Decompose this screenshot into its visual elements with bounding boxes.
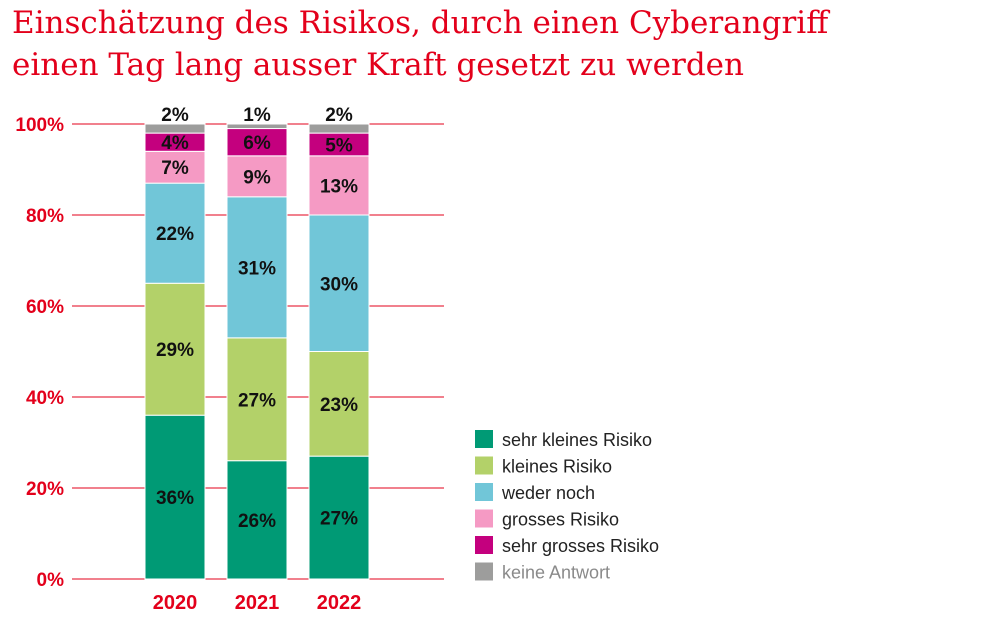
bar-segment — [308, 351, 370, 457]
data-label: 29% — [156, 340, 194, 361]
data-label: 23% — [320, 395, 358, 416]
y-tick-label: 0% — [37, 570, 65, 591]
data-label: 22% — [156, 224, 194, 245]
y-tick-label: 60% — [26, 297, 64, 318]
data-label: 26% — [238, 511, 276, 532]
legend-label: sehr kleines Risiko — [502, 430, 652, 450]
bar-segment — [144, 414, 206, 580]
bar-segment — [308, 214, 370, 352]
data-label: 13% — [320, 176, 358, 197]
data-label: 9% — [243, 167, 271, 188]
bar-segment — [226, 128, 288, 157]
chart-title: Einschätzung des Risikos, durch einen Cy… — [12, 2, 992, 86]
data-label: 27% — [238, 390, 276, 411]
bar-segment — [308, 123, 370, 134]
data-label: 4% — [161, 133, 189, 154]
legend-label: kleines Risiko — [502, 457, 612, 477]
bar-segment — [226, 337, 288, 462]
data-label: 30% — [320, 274, 358, 295]
y-tick-label: 80% — [26, 206, 64, 227]
legend-swatch — [475, 562, 493, 581]
data-label: 6% — [243, 133, 271, 154]
legend-swatch — [475, 483, 493, 501]
bar-segment — [226, 123, 288, 130]
legend-swatch — [475, 509, 493, 528]
bar-segment — [144, 123, 206, 134]
x-category-label: 2022 — [317, 592, 362, 614]
legend-label: sehr grosses Risiko — [502, 536, 659, 556]
x-category-label: 2021 — [235, 592, 280, 614]
legend-label: weder noch — [501, 483, 595, 503]
bar-segment — [226, 155, 288, 198]
legend-swatch — [475, 430, 493, 448]
y-tick-label: 40% — [26, 388, 64, 409]
data-label: 7% — [161, 158, 189, 179]
data-label: 5% — [325, 135, 353, 156]
data-label: 31% — [238, 258, 276, 279]
legend-label: grosses Risiko — [502, 510, 619, 530]
chart-title-line2: einen Tag lang ausser Kraft gesetzt zu w… — [12, 47, 744, 83]
legend-label: keine Antwort — [502, 563, 610, 583]
bar-segment — [226, 196, 288, 339]
y-tick-label: 20% — [26, 479, 64, 500]
chart-title-line1: Einschätzung des Risikos, durch einen Cy… — [12, 5, 829, 41]
data-label: 2% — [161, 105, 189, 126]
x-category-label: 2020 — [153, 592, 198, 614]
bar-segment — [308, 155, 370, 216]
legend-swatch — [475, 456, 493, 475]
data-label: 1% — [243, 105, 271, 126]
data-label: 2% — [325, 105, 353, 126]
bar-segment — [308, 455, 370, 580]
data-label: 27% — [320, 509, 358, 530]
data-label: 36% — [156, 488, 194, 509]
y-tick-label: 100% — [15, 115, 64, 136]
legend-swatch — [475, 536, 493, 554]
